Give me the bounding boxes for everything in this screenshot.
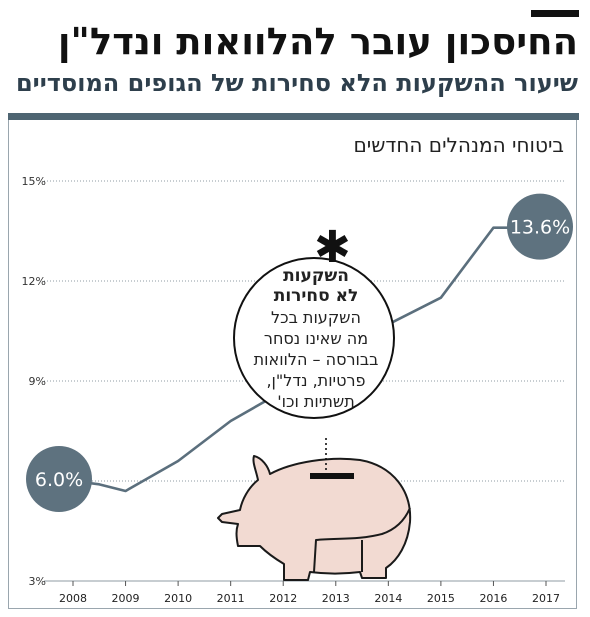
y-tick-label: 12% xyxy=(22,275,46,288)
callout-body-line: מה שאינו נסחר xyxy=(263,329,369,348)
asterisk-icon: ✱ xyxy=(314,222,351,273)
callout-body-line: פרטיות, נדל"ן, xyxy=(266,371,366,390)
y-tick-label: 3% xyxy=(29,575,46,588)
y-tick-label: 15% xyxy=(22,175,46,188)
header-rule xyxy=(8,113,579,120)
x-tick-label: 2015 xyxy=(427,592,455,605)
x-tick-label: 2011 xyxy=(217,592,245,605)
callout-title-line: לא סחירות xyxy=(273,286,359,306)
x-tick-label: 2016 xyxy=(479,592,507,605)
callout-title: השקעות לא סחירות xyxy=(244,266,388,306)
x-tick-label: 2010 xyxy=(164,592,192,605)
end-value-bubble-label: 13.6% xyxy=(510,217,570,239)
subheadline: שיעור ההשקעות הלא סחירות של הגופים המוסד… xyxy=(15,69,578,97)
x-tick-label: 2009 xyxy=(112,592,140,605)
y-tick-labels: 3% 9% 12% 15% xyxy=(22,175,46,588)
end-value-bubble-circle xyxy=(507,193,573,260)
callout-body-line: בבורסה – הלוואות xyxy=(253,350,379,369)
x-tick-labels: 2008 2009 2010 2011 2012 2013 2014 2015 2016 2017 xyxy=(59,581,560,605)
x-tick-label: 2014 xyxy=(374,592,402,605)
y-tick-label: 9% xyxy=(29,375,46,388)
piggy-bank-icon xyxy=(217,455,412,581)
top-accent-bar xyxy=(531,10,579,17)
callout-note: השקעות לא סחירות השקעות בכל מה שאינו נסח… xyxy=(244,266,388,412)
start-value-bubble-label: 6.0% xyxy=(35,469,83,491)
callout-body: השקעות בכל מה שאינו נסחר בבורסה – הלוואו… xyxy=(244,307,388,412)
callout-body-line: השקעות בכל xyxy=(271,308,361,327)
start-value-bubble-circle xyxy=(26,446,92,512)
callout-title-line: השקעות xyxy=(283,266,349,286)
x-tick-label: 2012 xyxy=(269,592,297,605)
headline: החיסכון עובר להלוואות ונדל"ן xyxy=(57,20,578,63)
callout-body-line: תשתיות וכו' xyxy=(277,392,355,411)
x-tick-label: 2008 xyxy=(59,592,87,605)
coin-slot-icon xyxy=(310,473,354,479)
value-bubbles: 6.0% 13.6% xyxy=(26,193,573,512)
chart-title: ביטוחי המנהלים החדשים xyxy=(353,133,564,157)
callout-circle xyxy=(233,257,395,419)
x-tick-label: 2017 xyxy=(532,592,560,605)
x-tick-label: 2013 xyxy=(322,592,350,605)
